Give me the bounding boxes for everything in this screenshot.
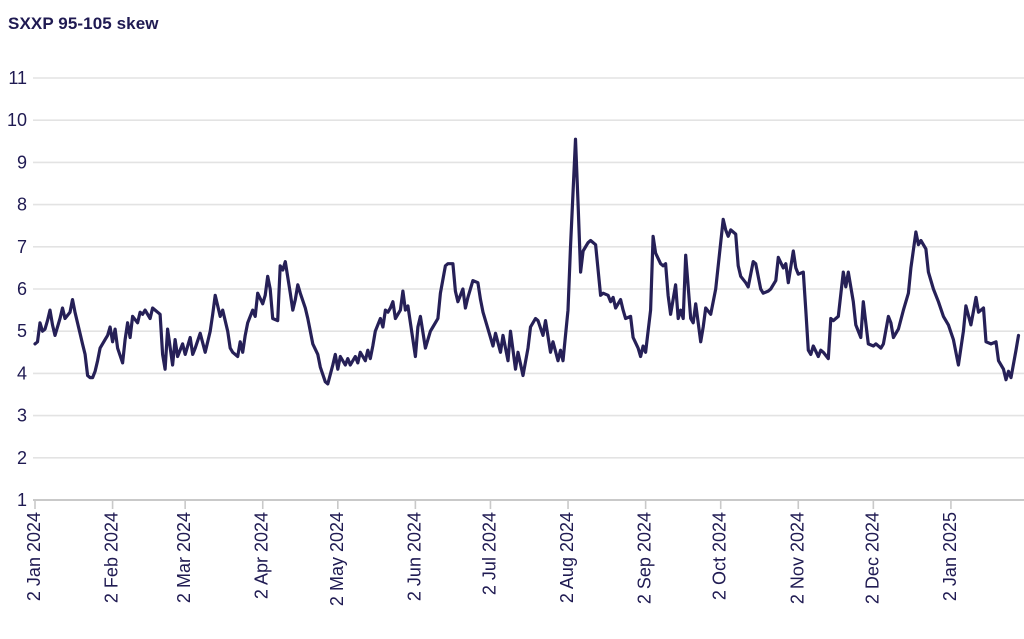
y-tick-label: 5 [17,321,27,341]
x-tick-label: 2 Nov 2024 [787,512,807,604]
x-tick-label: 2 Jun 2024 [404,512,424,601]
y-tick-label: 10 [7,110,27,130]
y-tick-label: 3 [17,406,27,426]
x-tick-label: 2 Dec 2024 [862,512,882,604]
y-tick-label: 11 [8,68,27,88]
y-tick-label: 8 [17,195,27,215]
x-tick-label: 2 Apr 2024 [252,512,272,599]
x-tick-label: 2 Jan 2025 [940,512,960,601]
y-tick-label: 4 [17,363,27,383]
x-tick-label: 2 Mar 2024 [174,512,194,603]
x-tick-label: 2 Sep 2024 [635,512,655,604]
series-line [33,137,1021,386]
x-tick-label: 2 Jul 2024 [479,512,499,595]
x-tick-label: 2 Jan 2024 [24,512,44,601]
y-tick-label: 7 [17,237,27,257]
x-tick-label: 2 Oct 2024 [710,512,730,600]
y-tick-label: 1 [17,490,27,510]
x-tick-label: 2 Aug 2024 [557,512,577,603]
x-tick-label: 2 May 2024 [327,512,347,606]
chart-title: SXXP 95-105 skew [8,14,159,33]
y-tick-label: 2 [17,448,27,468]
y-tick-label: 6 [17,279,27,299]
x-tick-label: 2 Feb 2024 [102,512,122,603]
y-tick-label: 9 [17,152,27,172]
